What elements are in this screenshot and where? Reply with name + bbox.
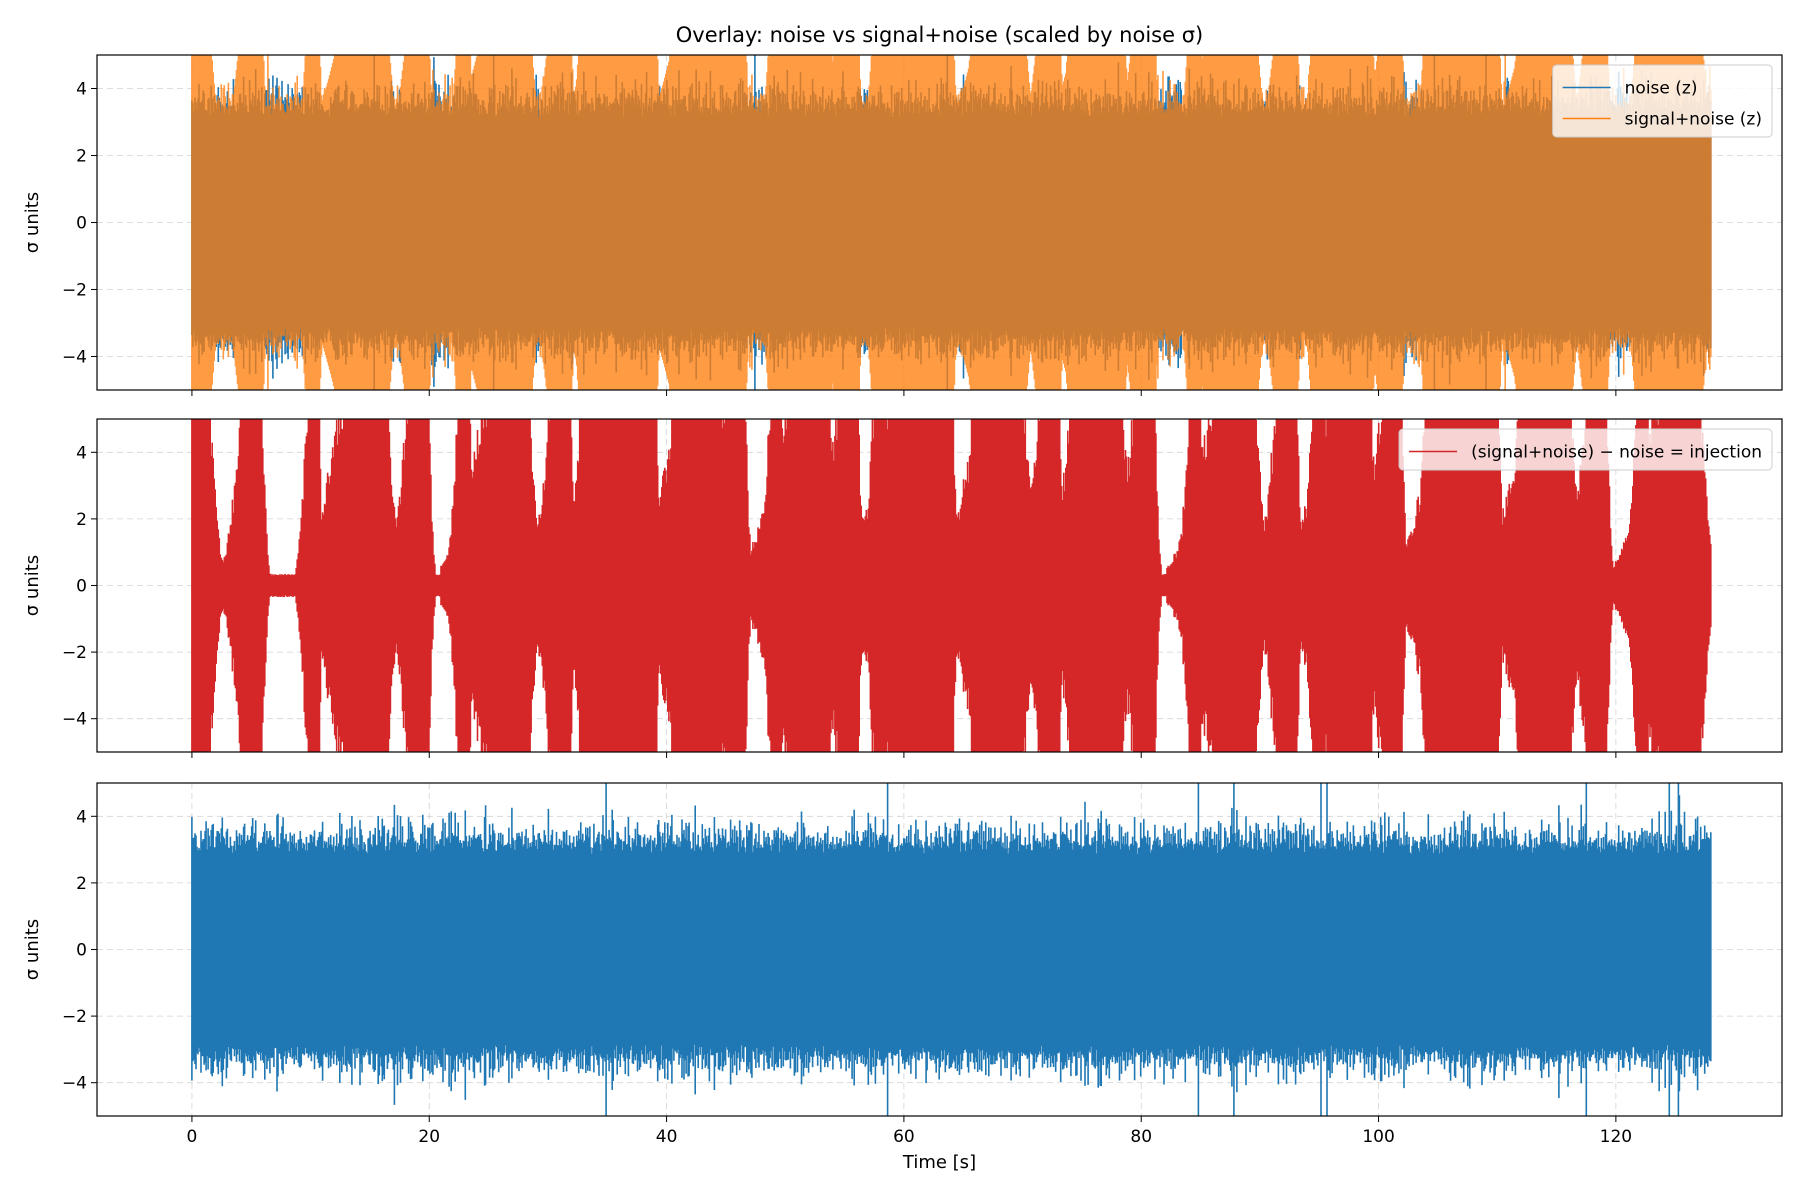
y-tick-label-3: 2: [76, 147, 87, 167]
chart-panel-1: −4 −2 0 2 4 σ units Overlay: noise vs signal+n…: [22, 23, 1783, 396]
legend-label-2: signal+noise (z): [1625, 110, 1762, 130]
y-tick-label-2: 0: [76, 214, 87, 234]
y-tick-label-3: 2: [76, 510, 87, 530]
legend: (signal+noise) − noise = injection: [1398, 428, 1773, 471]
x-tick-label-6: 120: [1600, 1127, 1632, 1147]
y-tick-label-4: 4: [76, 443, 87, 463]
legend-label-1: (signal+noise) − noise = injection: [1471, 443, 1762, 463]
x-tick-label-5: 100: [1362, 1127, 1394, 1147]
y-tick-label-0: −4: [62, 710, 87, 730]
legend-box: [1398, 428, 1773, 471]
x-tick-label-4: 80: [1130, 1127, 1152, 1147]
x-tick-label-2: 40: [656, 1127, 678, 1147]
y-tick-label-1: −2: [62, 1007, 87, 1027]
y-tick-label-1: −2: [62, 643, 87, 663]
y-tick-label-4: 4: [76, 80, 87, 100]
legend-label-1: noise (z): [1625, 79, 1698, 99]
y-axis-label: σ units: [22, 192, 43, 253]
x-tick-label-0: 0: [187, 1127, 198, 1147]
y-tick-label-0: −4: [62, 348, 87, 368]
series-group: [191, 419, 1712, 752]
y-tick-label-2: 0: [76, 941, 87, 961]
y-tick-label-3: 2: [76, 874, 87, 894]
series-group: [191, 55, 1712, 390]
series-group: [191, 783, 1712, 1116]
x-axis-label: Time [s]: [902, 1152, 976, 1173]
chart-panel-3: 0 20 40 60 80 100 120 −4 −2 0 2 4 σ units Time [s]: [22, 782, 1783, 1173]
y-tick-label-0: −4: [62, 1074, 87, 1094]
y-tick-label-2: 0: [76, 577, 87, 597]
y-axis-label: σ units: [22, 555, 43, 616]
y-tick-label-4: 4: [76, 807, 87, 827]
chart-panel-2: −4 −2 0 2 4 σ units (signal+noise) − noise = i…: [22, 418, 1783, 758]
series-2: [191, 55, 1712, 390]
x-tick-label-3: 60: [893, 1127, 915, 1147]
series-1: [191, 419, 1712, 752]
legend: noise (z) signal+noise (z): [1552, 64, 1773, 138]
chart-title: Overlay: noise vs signal+noise (scaled b…: [676, 23, 1203, 47]
series-1: [191, 783, 1712, 1116]
x-tick-label-1: 20: [418, 1127, 440, 1147]
y-axis-label: σ units: [22, 919, 43, 980]
y-tick-label-1: −2: [62, 281, 87, 301]
